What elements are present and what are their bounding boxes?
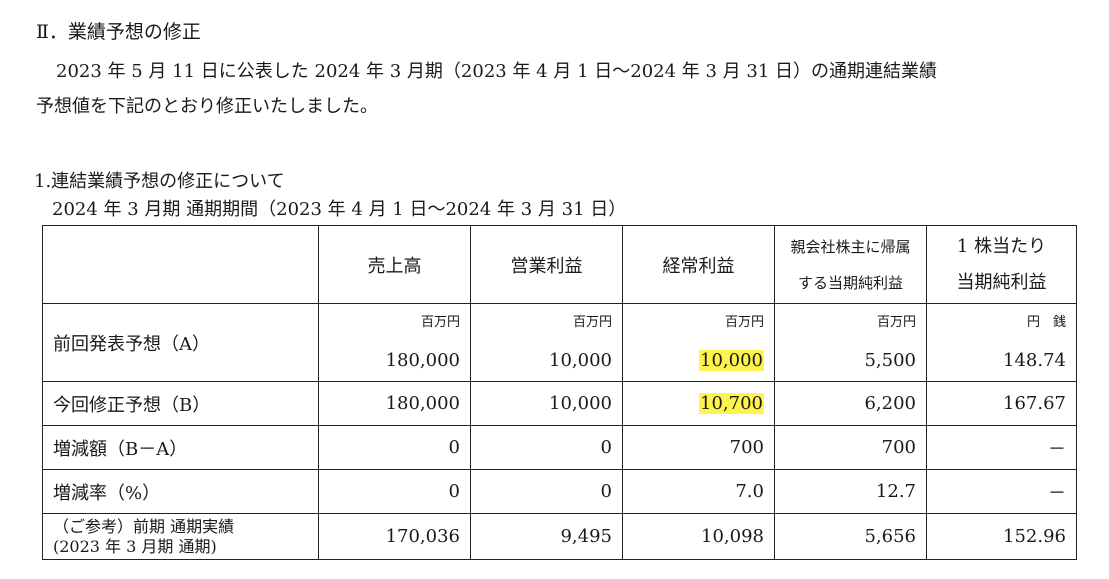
unit-label: 百万円 [876,314,916,330]
cell-reference-net-income: 5,656 [774,513,927,560]
row-label-change-rate: 増減率（%） [42,469,319,514]
cell-previous-ordinary-income: 百万円 10,000 [622,303,775,382]
table-row-change-rate: 増減率（%） 0 0 7.0 12.7 － [42,469,1077,514]
unit-label: 百万円 [420,314,460,330]
highlight-marker: 10,700 [699,393,764,414]
forecast-revision-table: 売上高 営業利益 経常利益 親会社株主に帰属 する当期純利益 1 株当たり 当期… [42,225,1077,560]
row-label-revised: 今回修正予想（B） [42,381,319,426]
table-row-reference: （ご参考）前期 通期実績 (2023 年 3 月期 通期) 170,036 9,… [42,513,1077,560]
header-net-income-line1: 親会社株主に帰属 [790,237,911,256]
cell-change-rate-eps: － [926,469,1077,514]
header-eps: 1 株当たり 当期純利益 [926,225,1077,304]
header-ordinary-income: 経常利益 [622,225,775,304]
period-line: 2024 年 3 月期 通期期間（2023 年 4 月 1 日～2024 年 3… [52,199,627,220]
cell-revised-operating-income: 10,000 [470,381,623,426]
value: 148.74 [1003,349,1066,371]
cell-reference-sales: 170,036 [318,513,471,560]
row-label-reference-line2: (2023 年 3 月期 通期) [53,536,217,556]
value: 5,500 [864,349,916,371]
row-label-change-amount: 増減額（B－A） [42,425,319,470]
value: 10,000 [549,349,612,371]
cell-reference-eps: 152.96 [926,513,1077,560]
unit-label: 百万円 [724,314,764,330]
row-label-previous: 前回発表予想（A） [42,303,319,382]
cell-reference-operating-income: 9,495 [470,513,623,560]
cell-revised-ordinary-income: 10,700 [622,381,775,426]
highlight-marker: 10,000 [699,349,764,371]
header-net-income: 親会社株主に帰属 する当期純利益 [774,225,927,304]
cell-change-rate-sales: 0 [318,469,471,514]
cell-previous-sales: 百万円 180,000 [318,303,471,382]
sub-heading: 1.連結業績予想の修正について [34,171,285,192]
cell-change-rate-net-income: 12.7 [774,469,927,514]
table-row-revised: 今回修正予想（B） 180,000 10,000 10,700 6,200 16… [42,381,1077,426]
row-label-reference-line1: （ご参考）前期 通期実績 [53,516,235,536]
header-net-income-line2: する当期純利益 [797,273,903,292]
header-operating-income: 営業利益 [470,225,623,304]
cell-previous-operating-income: 百万円 10,000 [470,303,623,382]
table-row-previous: 前回発表予想（A） 百万円 180,000 百万円 10,000 百万円 10,… [42,303,1077,382]
section-title: Ⅱ．業績予想の修正 [36,21,201,43]
header-row: 売上高 営業利益 経常利益 親会社株主に帰属 する当期純利益 1 株当たり 当期… [42,225,1077,304]
table-row-change-amount: 増減額（B－A） 0 0 700 700 － [42,425,1077,470]
cell-change-amount-operating-income: 0 [470,425,623,470]
intro-text-line2: 予想値を下記のとおり修正いたしました。 [36,96,378,117]
intro-text-line1: 2023 年 5 月 11 日に公表した 2024 年 3 月期（2023 年 … [56,61,938,82]
cell-change-amount-ordinary-income: 700 [622,425,775,470]
cell-previous-eps: 円 銭 148.74 [926,303,1077,382]
cell-previous-net-income: 百万円 5,500 [774,303,927,382]
cell-change-amount-net-income: 700 [774,425,927,470]
header-eps-line2: 当期純利益 [956,271,1047,293]
value-highlighted: 10,000 [633,349,764,373]
cell-change-amount-sales: 0 [318,425,471,470]
value: 180,000 [385,349,460,371]
cell-change-rate-operating-income: 0 [470,469,623,514]
cell-revised-net-income: 6,200 [774,381,927,426]
cell-revised-eps: 167.67 [926,381,1077,426]
header-empty-cell [42,225,319,304]
row-label-reference: （ご参考）前期 通期実績 (2023 年 3 月期 通期) [42,513,319,560]
unit-label: 円 銭 [1026,314,1066,330]
header-eps-line1: 1 株当たり [956,235,1047,257]
cell-change-rate-ordinary-income: 7.0 [622,469,775,514]
unit-label: 百万円 [572,314,612,330]
cell-reference-ordinary-income: 10,098 [622,513,775,560]
cell-revised-sales: 180,000 [318,381,471,426]
cell-change-amount-eps: － [926,425,1077,470]
header-sales: 売上高 [318,225,471,304]
